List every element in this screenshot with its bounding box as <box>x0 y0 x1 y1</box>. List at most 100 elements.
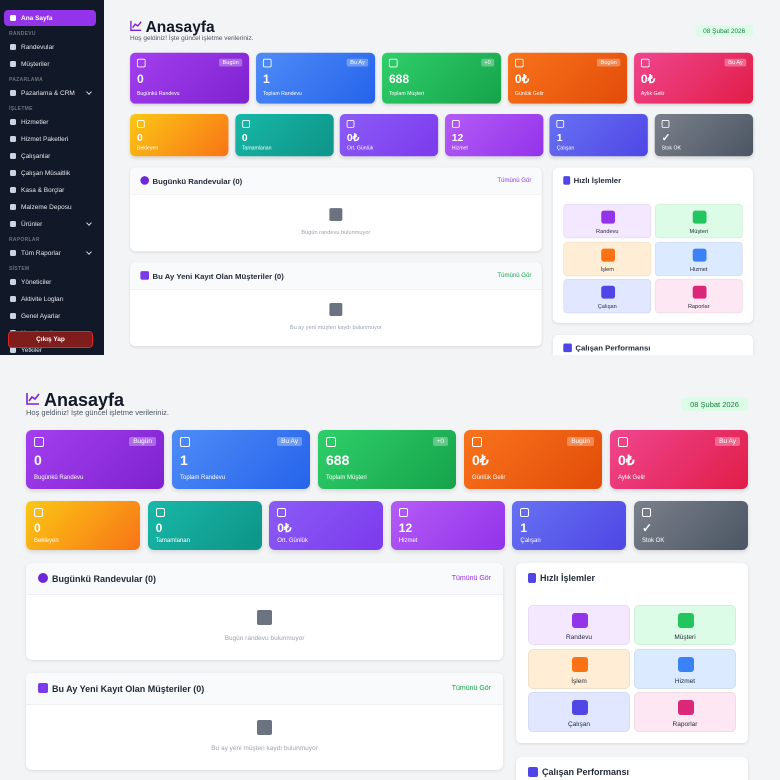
label: Hizmet <box>674 677 696 685</box>
value: 0 <box>136 71 144 86</box>
sidebar-item[interactable]: Çalışan Müsaitlik <box>4 165 96 181</box>
sidebar-item[interactable]: Randevular <box>4 39 96 55</box>
badge: Bu Ay <box>277 437 302 446</box>
value: 1 <box>180 452 188 468</box>
icon <box>140 271 150 280</box>
quick-action[interactable]: İşlem <box>563 241 652 276</box>
stat-card: Bu Ay 1 Toplam Randevu <box>172 430 310 489</box>
view-all-link[interactable]: Tümünü Gör <box>497 177 532 184</box>
sidebar-item[interactable]: Çalışanlar <box>4 148 96 164</box>
mini-stat-card: 1 Çalışan <box>549 113 649 157</box>
icon <box>10 250 16 256</box>
stat-card: Bugün 0₺ Günlük Gelir <box>464 430 602 489</box>
label: Randevu <box>596 228 619 235</box>
icon <box>10 136 16 142</box>
empty-icon <box>257 720 272 735</box>
icon <box>601 248 616 262</box>
icon <box>692 285 707 299</box>
icon <box>10 279 16 285</box>
performance-panel: Çalışan Performansı <box>552 334 754 355</box>
quick-action[interactable]: Çalışan <box>563 278 652 314</box>
sidebar-item[interactable]: Malzeme Deposu <box>4 199 96 215</box>
label: Kasa & Borçlar <box>21 186 65 194</box>
view-all-link[interactable]: Tümünü Gör <box>451 685 491 692</box>
value: 1 <box>520 521 528 535</box>
label: Genel Ayarlar <box>21 312 61 320</box>
icon <box>326 437 336 447</box>
icon <box>26 393 40 405</box>
quick-action[interactable]: Müşteri <box>654 203 743 239</box>
panel-title: Bugünkü Randevular (0) <box>52 574 157 584</box>
icon <box>451 120 460 128</box>
value: 0₺ <box>346 131 360 144</box>
icon <box>601 210 616 224</box>
icon <box>678 613 694 628</box>
panel-title: Hızlı İşlemler <box>573 176 622 185</box>
sidebar-item[interactable]: Hizmetler <box>4 114 96 130</box>
label: Ort. Günlük <box>346 145 374 152</box>
view-all-link[interactable]: Tümünü Gör <box>451 575 491 582</box>
sidebar-item[interactable]: Pazarlama & CRM <box>4 85 96 101</box>
sidebar-item[interactable]: Ürünler <box>4 216 96 232</box>
value: 12 <box>398 521 413 535</box>
date-badge: 08 Şubat 2026 <box>681 398 748 411</box>
label: Hizmet <box>690 266 708 273</box>
mini-stat-card: ✓ Stok OK <box>634 501 748 550</box>
mini-stat-card: 0 Bekleyen <box>26 501 140 550</box>
mini-stat-card: 12 Hizmet <box>390 501 505 550</box>
quick-action[interactable]: Randevu <box>563 203 652 239</box>
icon <box>140 176 150 185</box>
icon <box>661 120 670 128</box>
panel-title: Bugünkü Randevular (0) <box>152 176 243 186</box>
icon <box>10 153 16 159</box>
sidebar-item[interactable]: Genel Ayarlar <box>4 308 96 324</box>
sidebar-item[interactable]: Hizmet Paketleri <box>4 131 96 147</box>
icon <box>10 90 16 96</box>
title-icon <box>26 392 40 405</box>
sidebar-item[interactable]: Müşteriler <box>4 56 96 72</box>
quick-action[interactable]: Hizmet <box>654 241 743 276</box>
stat-card: Bugün 0 Bugünkü Randevu <box>26 430 164 489</box>
label: Hizmet <box>398 538 418 544</box>
value: 0 <box>34 452 42 468</box>
sidebar-item[interactable]: Ana Sayfa <box>4 10 96 26</box>
dashboard: Anasayfa Hoş geldiniz! İşte güncel işletm… <box>0 355 780 780</box>
quick-action[interactable]: Çalışan <box>528 692 630 732</box>
label: Yöneticiler <box>21 278 52 286</box>
stat-card: +0 688 Toplam Müşteri <box>318 430 456 489</box>
label: Günlük Gelir <box>514 91 544 97</box>
label: Raporlar <box>672 721 698 728</box>
sidebar-item[interactable]: Yetkiler <box>4 342 96 355</box>
subtitle: Hoş geldiniz! İşte güncel işletme verile… <box>130 33 254 42</box>
quick-action[interactable]: Randevu <box>528 605 630 645</box>
quick-action[interactable]: Raporlar <box>654 278 743 314</box>
label: Raporlar <box>687 303 710 310</box>
sidebar-item[interactable]: Tüm Raporlar <box>4 245 96 261</box>
value: 688 <box>388 71 410 86</box>
label: Çalışan <box>556 145 575 152</box>
icon <box>472 437 482 447</box>
icon <box>180 437 190 447</box>
panel: Bu Ay Yeni Kayıt Olan Müşteriler (0) Tümü… <box>26 673 503 770</box>
quick-action[interactable]: İşlem <box>528 648 630 689</box>
sidebar-item[interactable]: Kasa & Borçlar <box>4 182 96 198</box>
logout-button[interactable]: Çıkış Yap <box>8 331 93 348</box>
stat-card: Bu Ay 0₺ Aylık Gelir <box>634 52 754 104</box>
quick-action[interactable]: Raporlar <box>634 692 736 732</box>
icon <box>10 170 16 176</box>
quick-action[interactable]: Hizmet <box>634 648 736 689</box>
quick-action[interactable]: Müşteri <box>634 605 736 645</box>
mini-stat-card: 0₺ Ort. Günlük <box>269 501 384 550</box>
sidebar-item[interactable]: Aktivite Logları <box>4 291 96 307</box>
icon <box>601 285 616 299</box>
panel-header <box>130 167 542 196</box>
label: Stok OK <box>642 538 665 544</box>
icon <box>640 58 650 68</box>
view-all-link[interactable]: Tümünü Gör <box>497 272 532 279</box>
label: Müşteri <box>689 228 708 235</box>
icon <box>10 221 16 227</box>
panel-title: Bu Ay Yeni Kayıt Olan Müşteriler (0) <box>152 271 284 281</box>
sidebar-item[interactable]: Yöneticiler <box>4 274 96 290</box>
bottom-view: Anasayfa Hoş geldiniz! İşte güncel işletm… <box>0 355 780 780</box>
label: Aylık Gelir <box>640 91 665 97</box>
